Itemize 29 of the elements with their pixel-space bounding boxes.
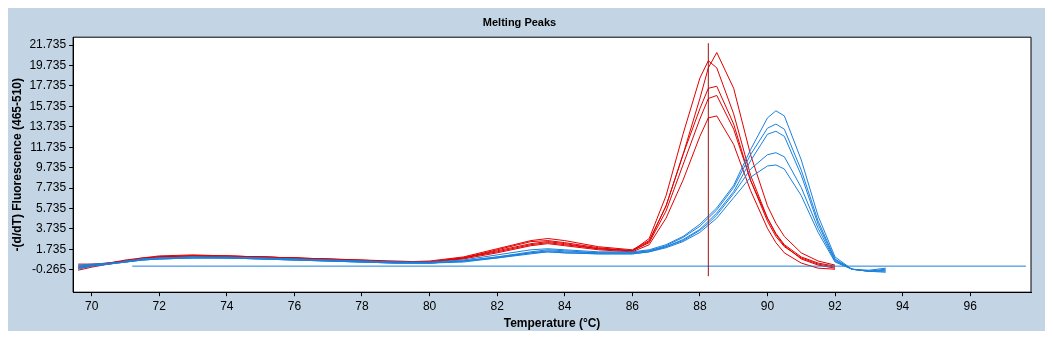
- y-tick-label: 9.735: [36, 159, 67, 174]
- x-tick-label: 92: [828, 298, 843, 313]
- x-tick-label: 90: [760, 298, 775, 313]
- x-tick-label: 74: [220, 298, 234, 313]
- x-tick-label: 96: [963, 298, 978, 313]
- y-tick-label: 21.735: [29, 37, 67, 52]
- y-tick-label: 7.735: [36, 180, 67, 195]
- x-tick-label: 70: [85, 298, 99, 313]
- x-tick-label: 94: [895, 298, 910, 313]
- x-tick-label: 84: [558, 298, 572, 313]
- y-tick-label: 3.735: [36, 221, 67, 236]
- x-tick-label: 80: [422, 298, 437, 313]
- y-tick-label: 13.735: [29, 119, 67, 134]
- x-axis-title: Temperature (°C): [503, 316, 601, 331]
- x-tick-label: 82: [490, 298, 505, 313]
- x-tick-label: 88: [693, 298, 707, 313]
- y-tick-label: -0.265: [32, 262, 67, 277]
- y-tick-label: 19.735: [29, 57, 67, 72]
- y-tick-label: 17.735: [29, 78, 67, 93]
- x-tick-label: 86: [625, 298, 640, 313]
- x-tick-label: 78: [355, 298, 369, 313]
- y-tick-label: 11.735: [30, 139, 67, 154]
- y-axis-title: -(d/dT) Fluorescence (465-510): [9, 78, 24, 252]
- y-tick-label: 5.735: [36, 200, 67, 215]
- y-tick-label: 1.735: [36, 241, 67, 256]
- x-tick-label: 72: [152, 298, 167, 313]
- chart-title: Melting Peaks: [482, 15, 557, 28]
- x-tick-label: 76: [287, 298, 302, 313]
- y-tick-label: 15.735: [29, 98, 67, 113]
